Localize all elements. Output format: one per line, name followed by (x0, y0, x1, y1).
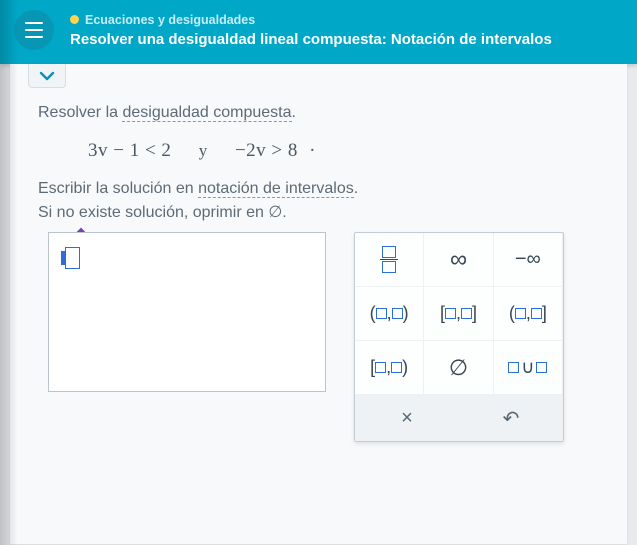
fraction-bar-icon (380, 259, 398, 261)
prompt-line-3: Si no existe solución, oprimir en ∅. (38, 202, 599, 222)
link-notacion-intervalos[interactable]: notación de intervalos (198, 180, 354, 198)
key-interval-closed-closed[interactable]: [,] (424, 287, 493, 341)
close-icon: × (401, 407, 413, 430)
chevron-down-icon (39, 71, 55, 81)
equation-conjunction: y (199, 141, 208, 160)
key-neg-infinity[interactable]: −∞ (494, 233, 563, 287)
key-empty-set[interactable]: ∅ (424, 341, 493, 395)
page-title: Resolver una desigualdad lineal compuest… (70, 31, 623, 48)
content-panel: Resolver la desigualdad compuesta. 3v − … (10, 64, 627, 544)
symbol-keypad: ∞ −∞ (,) [,] (,] [,) ∅ (354, 232, 564, 442)
key-interval-open-closed[interactable]: (,] (494, 287, 563, 341)
fraction-den-icon (382, 261, 396, 273)
key-infinity[interactable]: ∞ (424, 233, 493, 287)
key-undo[interactable]: ↶ (459, 395, 563, 441)
problem-prompt: Resolver la desigualdad compuesta. 3v − … (10, 88, 627, 222)
equation-trail: · (309, 140, 316, 161)
answer-input[interactable] (48, 232, 326, 392)
fraction-num-icon (382, 246, 396, 258)
answer-input-wrap: ◆ (48, 232, 326, 392)
app-header: Ecuaciones y desigualdades Resolver una … (0, 0, 637, 64)
answer-area: ◆ ∞ −∞ (,) (10, 222, 627, 442)
keypad-grid: ∞ −∞ (,) [,] (,] [,) ∅ (355, 233, 563, 395)
equation-right: −2v > 8 (235, 140, 298, 161)
key-interval-open-open[interactable]: (,) (355, 287, 424, 341)
key-interval-closed-open[interactable]: [,) (355, 341, 424, 395)
menu-button[interactable] (14, 10, 54, 50)
status-dot-icon (70, 15, 79, 24)
header-text: Ecuaciones y desigualdades Resolver una … (70, 13, 623, 48)
undo-icon: ↶ (503, 406, 520, 431)
prompt-line-2: Escribir la solución en notación de inte… (38, 180, 599, 198)
equation-display: 3v − 1 < 2 y −2v > 8 · (38, 122, 599, 180)
key-clear[interactable]: × (355, 395, 459, 441)
link-desigualdad-compuesta[interactable]: desigualdad compuesta (122, 104, 291, 122)
key-fraction[interactable] (355, 233, 424, 287)
expand-toggle[interactable] (28, 64, 66, 88)
equation-left: 3v − 1 < 2 (88, 140, 171, 161)
breadcrumb: Ecuaciones y desigualdades (70, 13, 623, 27)
key-union[interactable]: ∪ (494, 341, 563, 395)
breadcrumb-label: Ecuaciones y desigualdades (85, 13, 255, 27)
input-cursor-icon (65, 247, 80, 269)
empty-set-inline: ∅ (268, 204, 282, 221)
keypad-toolbar: × ↶ (355, 395, 563, 441)
prompt-line-1: Resolver la desigualdad compuesta. (38, 104, 599, 122)
